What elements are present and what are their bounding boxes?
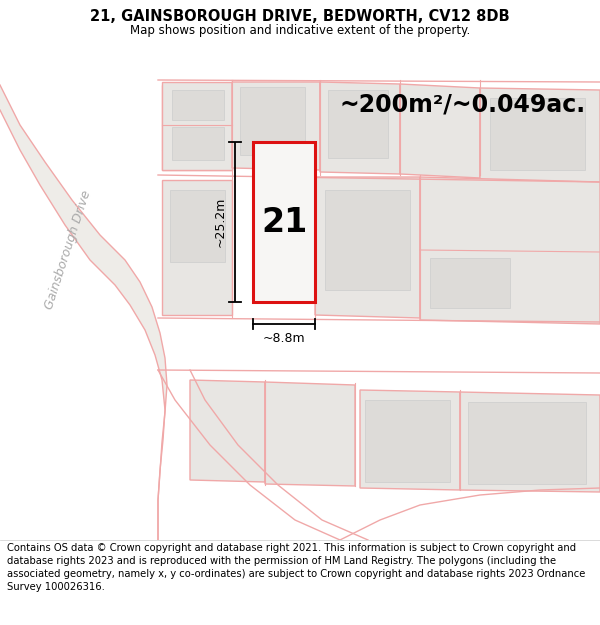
Polygon shape	[420, 177, 600, 324]
Polygon shape	[265, 382, 355, 486]
Polygon shape	[232, 82, 320, 170]
Bar	[162, 85, 232, 150]
Polygon shape	[480, 88, 600, 184]
Polygon shape	[162, 82, 232, 170]
Bar	[240, 87, 305, 155]
Polygon shape	[360, 390, 460, 490]
Bar	[253, 142, 315, 302]
Text: 21: 21	[261, 206, 307, 239]
Text: Map shows position and indicative extent of the property.: Map shows position and indicative extent…	[130, 24, 470, 37]
Bar	[162, 150, 232, 170]
Bar	[172, 127, 224, 160]
Bar	[325, 190, 410, 290]
Polygon shape	[400, 84, 480, 178]
Polygon shape	[460, 392, 600, 492]
Text: ~200m²/~0.049ac.: ~200m²/~0.049ac.	[340, 93, 586, 117]
Polygon shape	[320, 82, 400, 174]
Text: 21, GAINSBOROUGH DRIVE, BEDWORTH, CV12 8DB: 21, GAINSBOROUGH DRIVE, BEDWORTH, CV12 8…	[90, 9, 510, 24]
Bar	[468, 402, 586, 484]
Bar	[328, 90, 388, 158]
Polygon shape	[315, 177, 420, 318]
Text: Contains OS data © Crown copyright and database right 2021. This information is : Contains OS data © Crown copyright and d…	[7, 543, 586, 592]
Bar	[365, 400, 450, 482]
Bar	[490, 98, 585, 170]
Text: Gainsborough Drive: Gainsborough Drive	[43, 189, 94, 311]
Bar	[170, 190, 225, 262]
Bar	[172, 90, 224, 120]
Polygon shape	[0, 85, 167, 540]
Text: ~8.8m: ~8.8m	[263, 332, 305, 345]
Polygon shape	[162, 180, 232, 315]
Bar	[430, 258, 510, 308]
Text: ~25.2m: ~25.2m	[214, 197, 227, 247]
Polygon shape	[190, 380, 265, 482]
